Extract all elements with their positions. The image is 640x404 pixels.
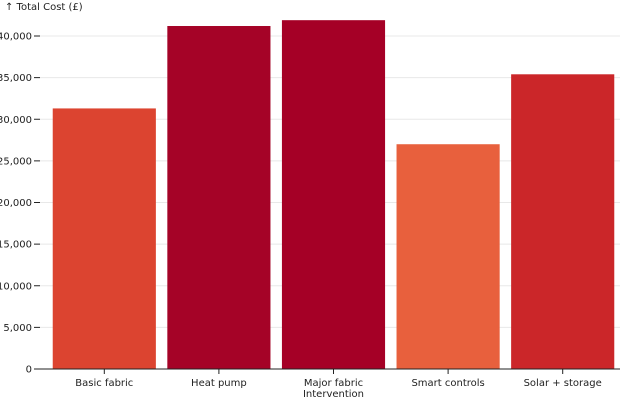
y-tick-label: 10,000 (0, 281, 32, 292)
x-tick-label: Intervention (303, 389, 364, 400)
bar (396, 144, 500, 369)
x-tick-label: Major fabric (304, 378, 363, 389)
y-tick-label: 15,000 (0, 240, 32, 251)
y-tick-label: 35,000 (0, 73, 32, 84)
y-tick-label: 25,000 (0, 156, 32, 167)
x-tick-label: Solar + storage (524, 378, 602, 389)
y-axis-label: ↑ Total Cost (£) (5, 2, 83, 13)
y-tick-label: 30,000 (0, 115, 32, 126)
x-tick-label: Basic fabric (75, 378, 133, 389)
bar (281, 20, 386, 370)
y-tick-label: 0 (26, 365, 32, 376)
y-tick-label: 40,000 (0, 32, 32, 43)
bar (167, 26, 271, 369)
y-tick-label: 5,000 (3, 323, 32, 334)
bar (52, 108, 156, 370)
bar (511, 74, 615, 370)
x-tick-label: Heat pump (191, 378, 247, 389)
y-tick-label: 20,000 (0, 198, 32, 209)
x-tick-label: Smart controls (411, 378, 484, 389)
